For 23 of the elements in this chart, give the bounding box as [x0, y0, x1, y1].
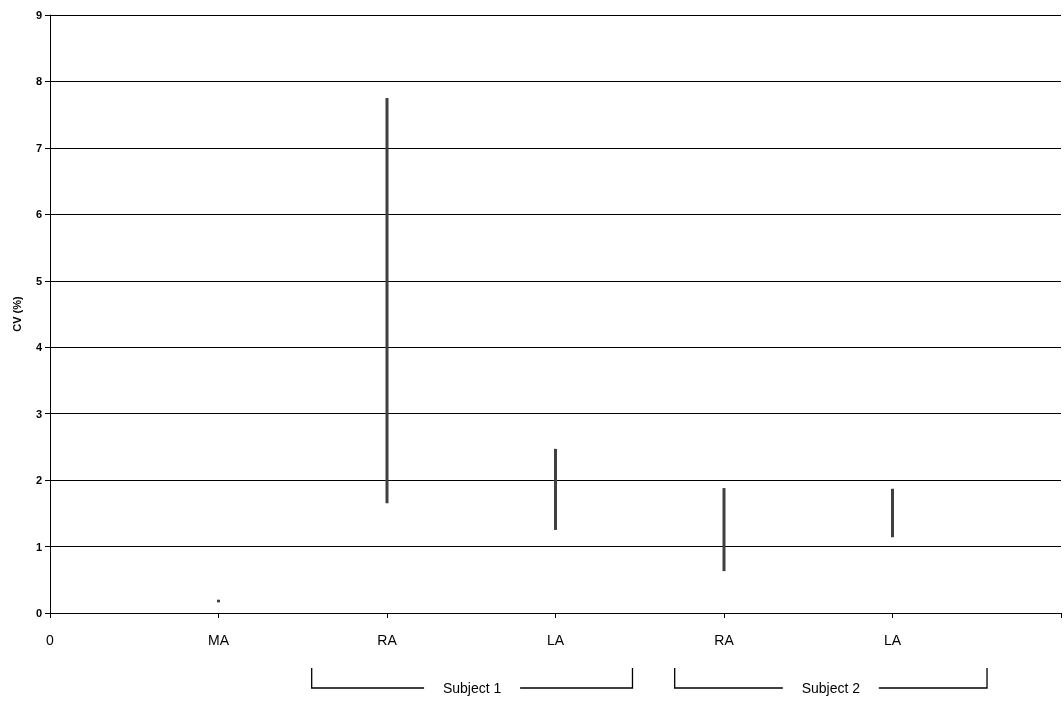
y-tick-label: 4: [35, 341, 43, 354]
y-tick-label: 1: [35, 540, 42, 553]
y-axis-title: CV (%): [10, 295, 23, 332]
x-tick-label: LA: [883, 632, 902, 648]
y-tick-label: 0: [35, 607, 42, 619]
y-tick-label: 6: [35, 208, 42, 221]
bar: [891, 488, 894, 538]
y-tick-label: 2: [35, 474, 42, 487]
y-tick-label: 9: [35, 9, 42, 21]
text: Subject 2: [801, 680, 861, 696]
x-tick-label: 0: [46, 632, 55, 648]
y-tick-label: 3: [35, 407, 42, 420]
bar: [722, 488, 726, 572]
bar: [385, 98, 389, 504]
y-tick-label: 8: [35, 75, 42, 88]
bar: [554, 448, 557, 530]
x-tick-label: MA: [208, 632, 230, 648]
text: Subject 1: [442, 680, 502, 696]
x-tick-label: RA: [377, 632, 398, 648]
y-tick-label: 5: [35, 274, 42, 287]
x-tick-label: LA: [546, 632, 565, 648]
y-tick-label: 7: [35, 141, 42, 154]
x-tick-label: RA: [714, 632, 735, 648]
